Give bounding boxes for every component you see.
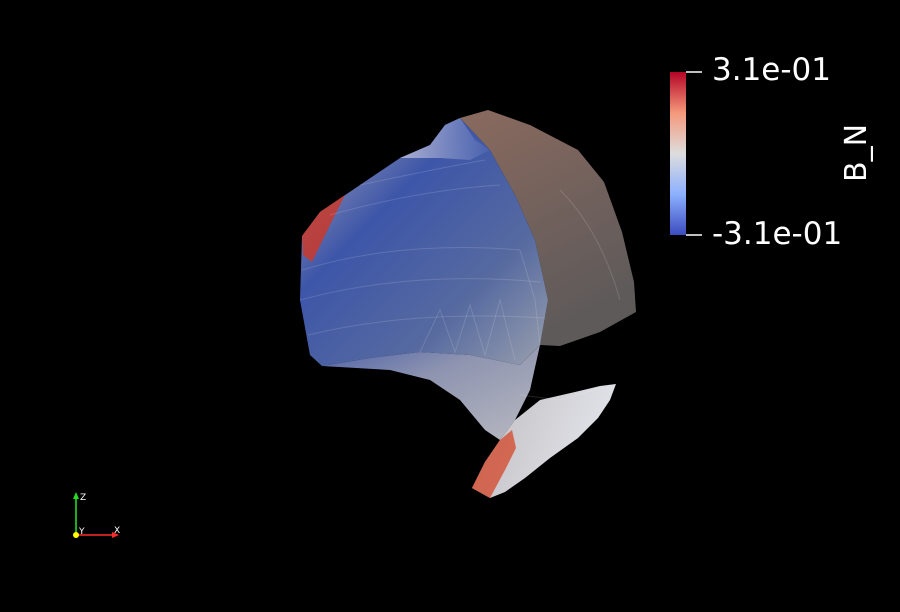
scalar-bar [670,71,702,236]
surface-tail [472,384,616,498]
y-axis-dot [73,532,79,538]
mesh-facets [299,159,621,401]
scalar-bar-min-label: -3.1e-01 [712,216,843,252]
surface-red-rim [302,195,345,262]
orientation-axes: Z X Y [73,492,120,538]
x-axis-arrow [112,532,119,538]
scalar-bar-gradient [670,72,686,235]
scalar-bar-title: B_N [839,123,874,182]
z-axis-arrow [73,492,79,499]
y-axis-label: Y [78,527,85,537]
z-axis-label: Z [80,493,86,503]
surface-back-lobe [460,110,636,346]
surface-funnel [322,345,540,440]
scalar-bar-max-label: 3.1e-01 [712,52,832,88]
x-axis-label: X [114,526,120,536]
surface-tail-red [472,430,516,498]
surface-front-lobe [300,118,548,366]
surface-top-edge [400,118,490,160]
